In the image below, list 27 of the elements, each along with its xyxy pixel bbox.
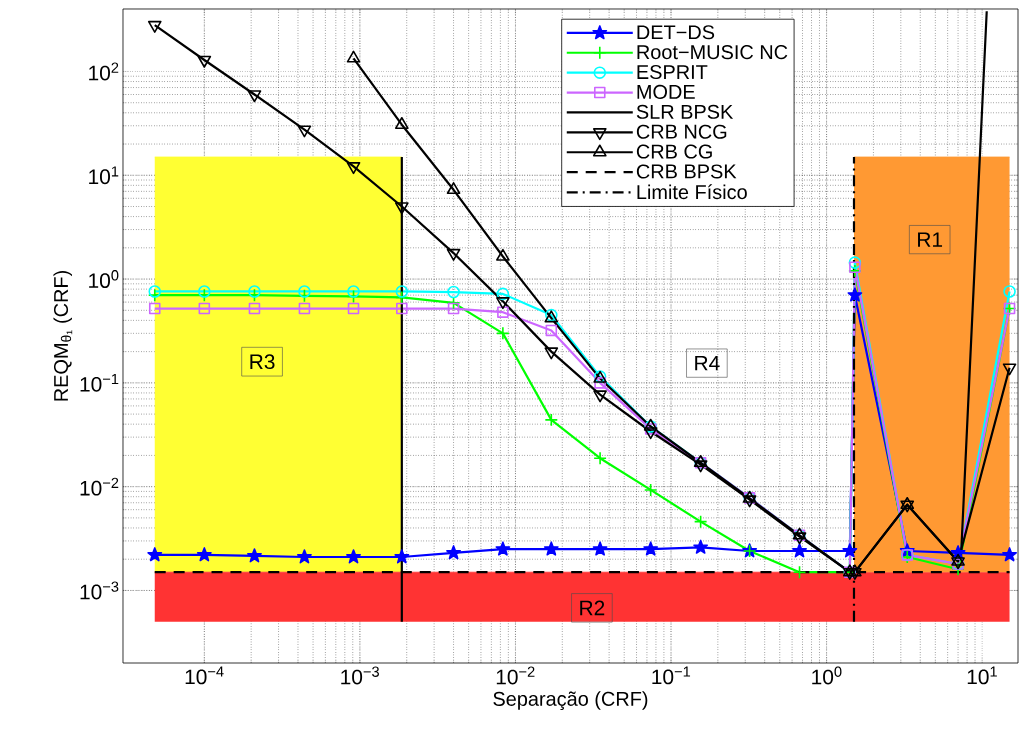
annotation: R1: [918, 232, 943, 247]
legend-label: CRB BPSK: [636, 164, 737, 179]
x-tick-label: 10$^{−2}$: [496, 666, 535, 685]
annotation: R3: [250, 354, 275, 370]
y-tick-label: 10$^{−2}$: [80, 477, 119, 496]
y-tick-label: 10$^{1}$: [89, 166, 119, 185]
y-tick-label: 10$^{0}$: [89, 270, 119, 289]
legend-label: Limite Físico: [637, 184, 747, 200]
y-axis-title: REQM$_{θ₁}$ (CRF): [53, 270, 73, 401]
legend-label: CRB NCG: [636, 124, 727, 139]
legend-label: Root−MUSIC NC: [637, 45, 788, 60]
x-axis-title: Separação (CRF): [493, 691, 648, 710]
legend-label: MODE: [637, 84, 695, 99]
y-tick-label: 10$^{2}$: [89, 62, 119, 81]
legend-label: ESPRIT: [637, 64, 708, 80]
y-tick-label: 10$^{−3}$: [80, 581, 119, 600]
x-tick-label: 10$^{0}$: [812, 666, 842, 685]
x-tick-label: 10$^{−3}$: [341, 666, 379, 685]
y-tick-label: 10$^{−1}$: [80, 373, 119, 392]
legend-label: SLR BPSK: [636, 104, 734, 119]
x-tick-label: 10$^{1}$: [967, 666, 997, 685]
x-tick-label: 10$^{−4}$: [185, 666, 224, 685]
annotation: R4: [695, 355, 720, 371]
annotation: R2: [580, 600, 605, 616]
legend-label: CRB CG: [636, 144, 712, 159]
x-tick-label: 10$^{−1}$: [652, 666, 691, 685]
legend-label: DET−DS: [637, 25, 715, 40]
